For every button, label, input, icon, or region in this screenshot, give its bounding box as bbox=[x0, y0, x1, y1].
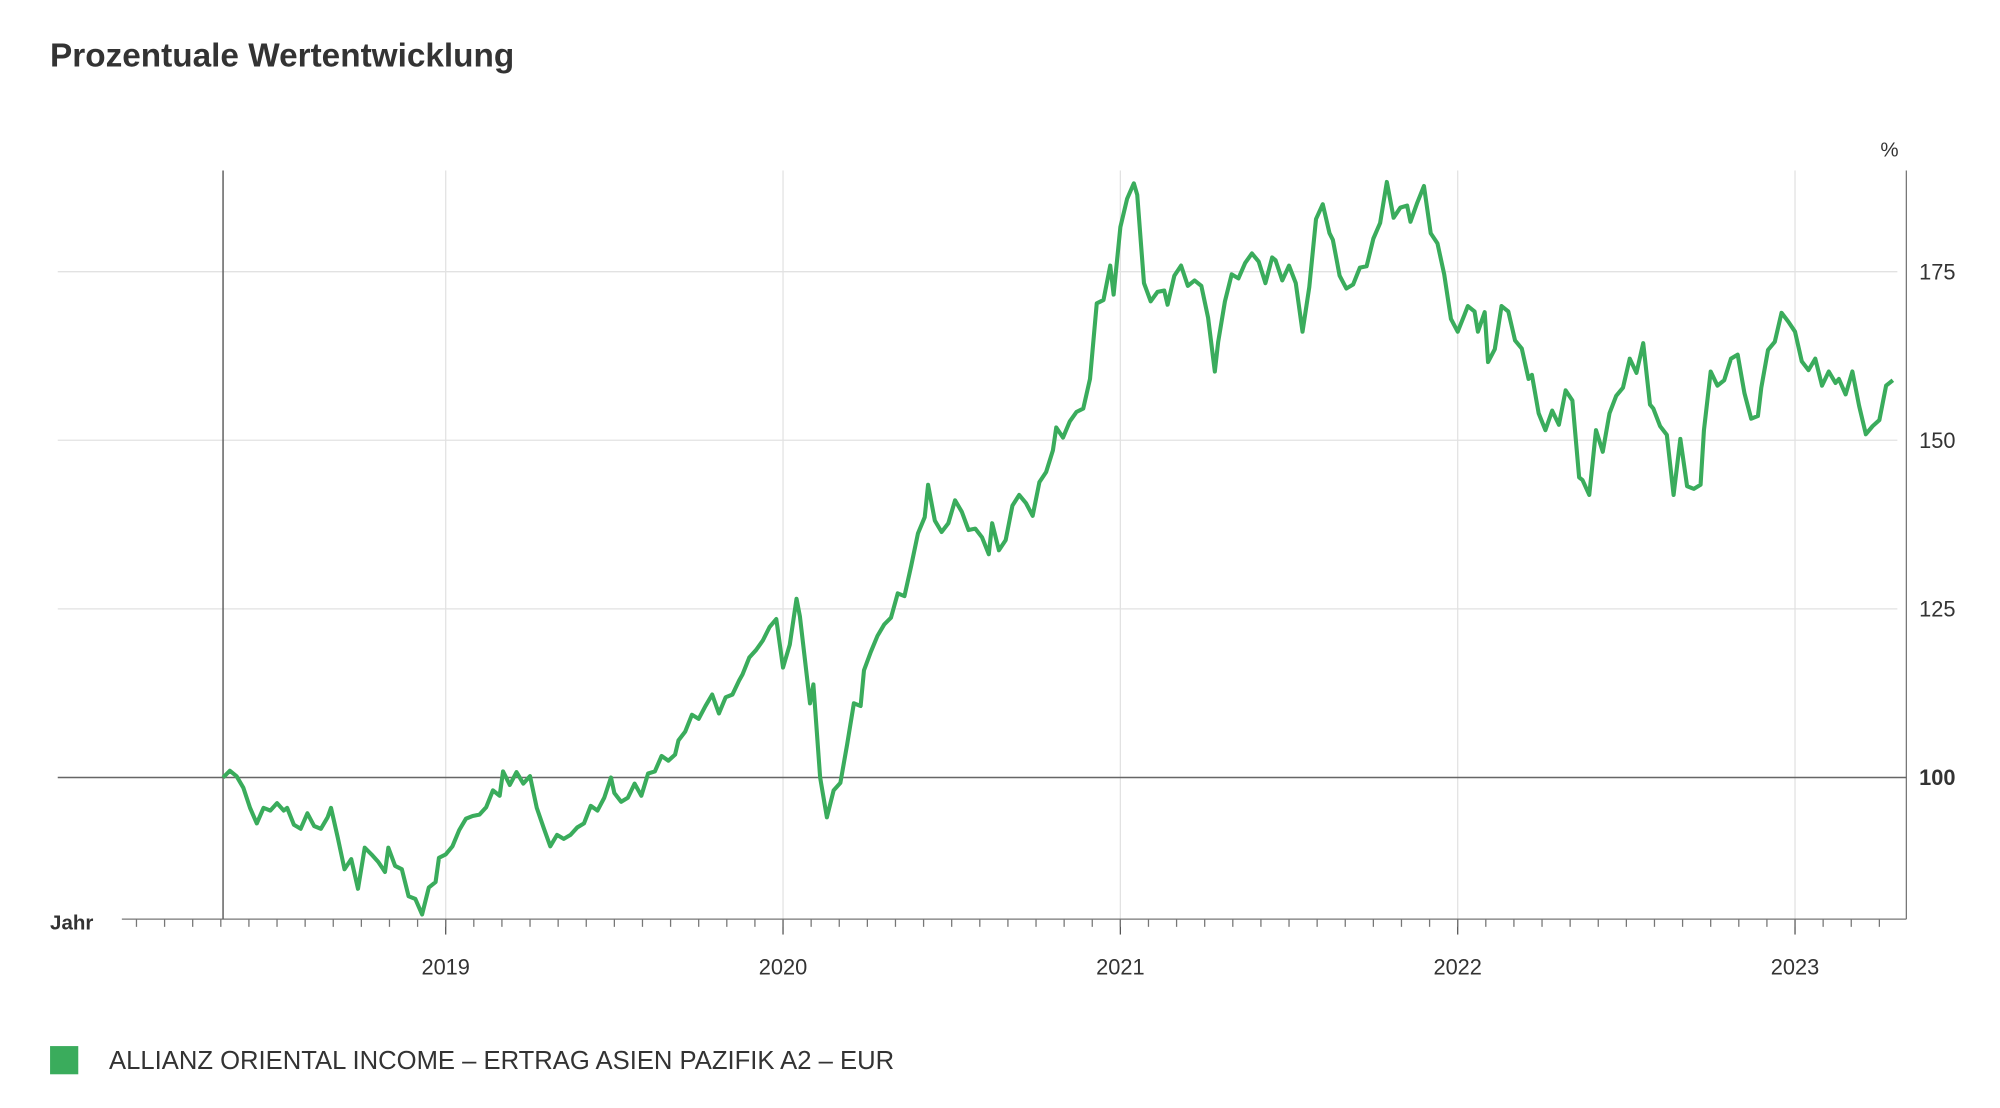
x-axis-label: Jahr bbox=[50, 911, 93, 934]
x-tick-label: 2023 bbox=[1771, 954, 1819, 979]
legend-label: ALLIANZ ORIENTAL INCOME – ERTRAG ASIEN P… bbox=[109, 1047, 894, 1075]
x-tick-label: 2020 bbox=[759, 954, 807, 979]
y-tick-label: 175 bbox=[1919, 259, 1955, 284]
chart-title: Prozentuale Wertentwicklung bbox=[50, 38, 514, 75]
y-axis-label: % bbox=[1880, 138, 1898, 161]
legend-swatch bbox=[50, 1046, 79, 1075]
x-tick-label: 2022 bbox=[1433, 954, 1481, 979]
line-series bbox=[221, 179, 1895, 917]
y-tick-label: 100 bbox=[1919, 765, 1955, 790]
y-tick-label: 125 bbox=[1919, 597, 1955, 622]
y-tick-label: 150 bbox=[1919, 428, 1955, 453]
x-tick-label: 2019 bbox=[421, 954, 469, 979]
x-tick-label: 2021 bbox=[1096, 954, 1144, 979]
